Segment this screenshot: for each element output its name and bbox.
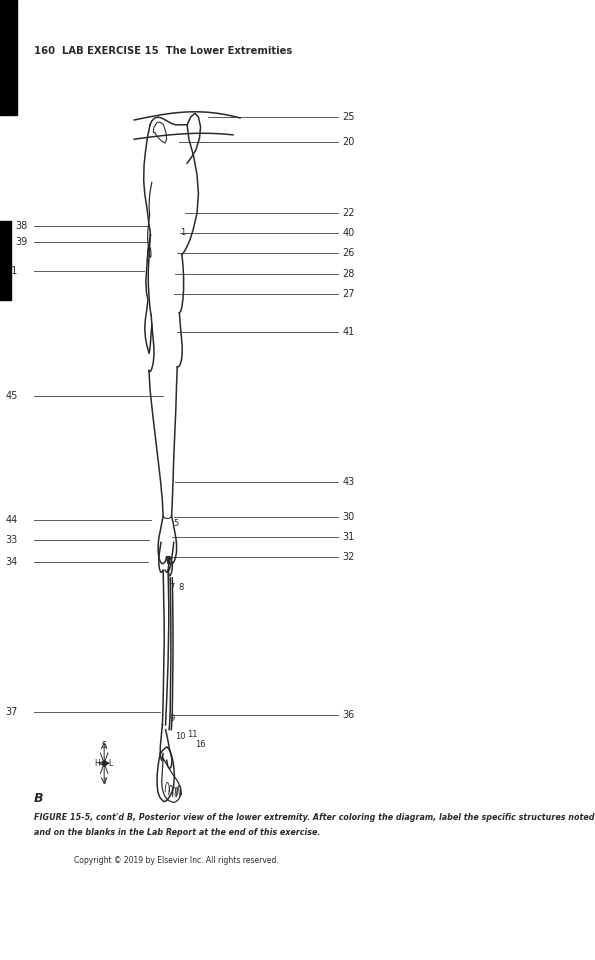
Text: 7: 7 [170,583,175,592]
Text: B: B [33,792,43,805]
Text: 22: 22 [343,208,355,218]
Text: 44: 44 [5,516,18,525]
Text: FIGURE 15-5, cont'd B, Posterior view of the lower extremity. After coloring the: FIGURE 15-5, cont'd B, Posterior view of… [33,813,595,822]
Text: 43: 43 [343,477,355,487]
Bar [0,221,11,300]
Text: 36: 36 [343,710,355,720]
Text: 8: 8 [178,583,183,592]
Text: 37: 37 [5,708,18,717]
Text: 27: 27 [343,289,355,299]
Text: 39: 39 [15,237,27,247]
Text: 30: 30 [343,513,355,522]
Text: Copyright © 2019 by Elsevier Inc. All rights reserved.: Copyright © 2019 by Elsevier Inc. All ri… [74,856,279,865]
Text: 38: 38 [15,221,27,230]
Text: 32: 32 [343,552,355,562]
Text: 5: 5 [173,518,178,528]
Text: 10: 10 [175,732,185,741]
Text: 41: 41 [343,327,355,337]
Text: 33: 33 [5,535,18,544]
Text: L: L [109,758,113,768]
Text: 21: 21 [5,266,18,276]
Text: 1: 1 [180,228,186,237]
Text: 16: 16 [195,740,206,750]
Text: 20: 20 [343,137,355,147]
Text: S: S [102,741,107,750]
Bar [0,0,17,115]
Text: 45: 45 [5,392,18,401]
Text: 40: 40 [343,228,355,238]
Text: 31: 31 [343,532,355,541]
Text: 160  LAB EXERCISE 15  The Lower Extremities: 160 LAB EXERCISE 15 The Lower Extremitie… [33,46,292,56]
Text: 25: 25 [343,112,355,122]
Text: 11: 11 [187,730,198,739]
Text: 28: 28 [343,269,355,278]
Text: H: H [95,758,101,768]
Text: 9: 9 [170,713,175,723]
Text: and on the blanks in the Lab Report at the end of this exercise.: and on the blanks in the Lab Report at t… [33,828,320,836]
Text: 26: 26 [343,249,355,258]
Text: 34: 34 [5,557,18,566]
Text: I: I [103,777,105,785]
